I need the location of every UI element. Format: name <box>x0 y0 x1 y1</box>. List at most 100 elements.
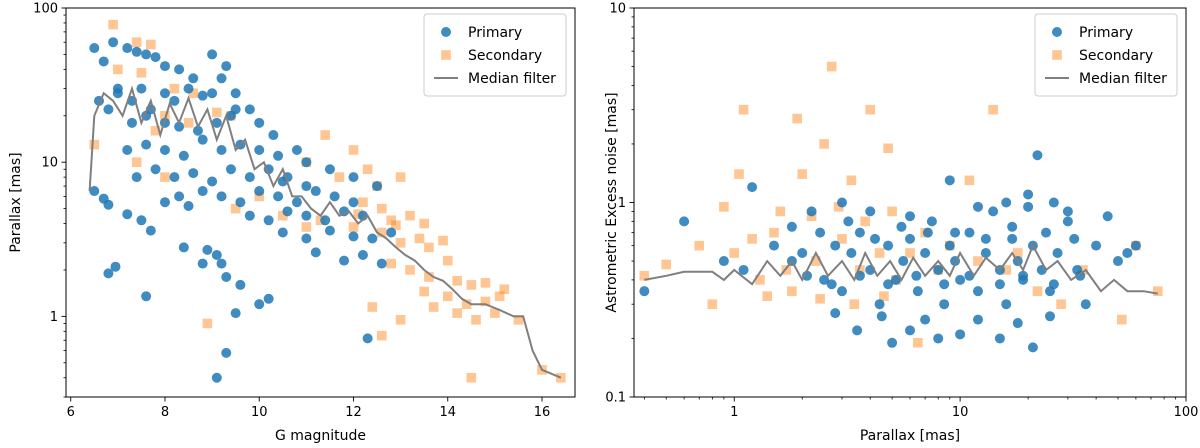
legend-box <box>1034 13 1178 97</box>
primary-point <box>197 186 208 197</box>
primary-point <box>254 299 265 310</box>
primary-point <box>126 117 137 128</box>
primary-point <box>1018 270 1029 281</box>
primary-point <box>747 182 758 193</box>
axes-frame <box>65 7 576 398</box>
primary-point <box>846 247 857 258</box>
primary-point <box>197 258 208 269</box>
secondary-point <box>386 215 396 226</box>
primary-point <box>273 191 284 202</box>
primary-point <box>738 264 749 275</box>
secondary-point <box>131 37 142 48</box>
primary-point <box>890 274 901 285</box>
axes-frame <box>633 7 1187 398</box>
primary-point <box>268 130 279 141</box>
primary-point <box>230 88 241 99</box>
primary-point <box>1007 233 1018 244</box>
primary-point <box>141 291 152 302</box>
secondary-point <box>494 291 505 302</box>
primary-point <box>786 221 797 232</box>
primary-point <box>348 172 359 183</box>
primary-point <box>806 206 817 217</box>
primary-point <box>1091 240 1102 251</box>
secondary-point <box>769 227 779 238</box>
legend-label-secondary: Secondary <box>1079 48 1153 64</box>
secondary-point <box>414 233 425 244</box>
legend-marker-secondary <box>1052 50 1062 60</box>
secondary-point <box>202 318 213 329</box>
primary-point <box>1062 206 1073 217</box>
primary-point <box>815 227 826 238</box>
primary-point <box>854 227 865 238</box>
secondary-point <box>150 125 161 136</box>
primary-point <box>357 250 368 261</box>
legend-label-median: Median filter <box>1079 71 1167 87</box>
secondary-point <box>466 280 477 290</box>
primary-point <box>131 46 142 57</box>
primary-point <box>188 73 199 84</box>
primary-point <box>216 73 227 84</box>
primary-point <box>348 197 359 208</box>
primary-point <box>1080 299 1091 310</box>
primary-point <box>944 240 955 251</box>
primary-point <box>797 247 808 258</box>
x-axis-label: G magnitude <box>275 428 366 444</box>
x-tick-label: 14 <box>439 405 456 420</box>
primary-point <box>994 333 1005 344</box>
primary-point <box>933 264 944 275</box>
primary-point <box>972 314 983 325</box>
primary-point <box>254 186 265 197</box>
secondary-point <box>362 164 373 175</box>
primary-point <box>159 144 170 155</box>
primary-point <box>89 186 100 197</box>
secondary-point <box>815 293 825 304</box>
primary-point <box>372 181 383 192</box>
primary-point <box>159 197 170 208</box>
secondary-point <box>973 256 983 266</box>
primary-point <box>263 293 274 304</box>
primary-point <box>301 181 312 192</box>
secondary-point <box>419 286 429 297</box>
primary-point <box>876 311 887 322</box>
primary-point <box>329 191 340 202</box>
primary-point <box>277 227 288 238</box>
plot-area <box>639 61 1163 353</box>
primary-point <box>207 88 218 99</box>
primary-point <box>994 279 1005 290</box>
secondary-point <box>136 67 147 78</box>
primary-point <box>211 372 222 383</box>
primary-point <box>1102 211 1113 222</box>
secondary-point <box>792 113 802 124</box>
primary-point <box>988 206 999 217</box>
secondary-point <box>837 234 847 244</box>
primary-point <box>112 88 123 99</box>
primary-point <box>348 231 359 242</box>
primary-point <box>1001 197 1012 208</box>
primary-point <box>1023 201 1034 212</box>
secondary-point <box>846 175 857 186</box>
primary-point <box>1062 216 1073 227</box>
secondary-point <box>254 191 265 202</box>
primary-point <box>183 83 194 94</box>
secondary-point <box>738 104 749 115</box>
secondary-point <box>419 218 429 229</box>
primary-point <box>926 216 937 227</box>
y-tick-label: 100 <box>33 2 58 17</box>
x-axis-label: Parallax [mas] <box>860 428 960 444</box>
primary-point <box>221 347 232 358</box>
primary-point <box>830 308 841 319</box>
primary-point <box>972 201 983 212</box>
primary-point <box>103 104 114 115</box>
x-tick-label: 6 <box>67 405 75 420</box>
primary-point <box>944 175 955 186</box>
secondary-point <box>639 270 650 281</box>
secondary-point <box>490 308 500 318</box>
secondary-point <box>277 210 288 221</box>
secondary-point <box>452 308 462 318</box>
primary-point <box>905 233 915 244</box>
legend: Primary Secondary Median filter <box>423 13 567 97</box>
y-tick-label: 1 <box>618 196 626 211</box>
secondary-point <box>1012 248 1023 258</box>
primary-point <box>898 256 909 267</box>
primary-point <box>1052 247 1063 258</box>
